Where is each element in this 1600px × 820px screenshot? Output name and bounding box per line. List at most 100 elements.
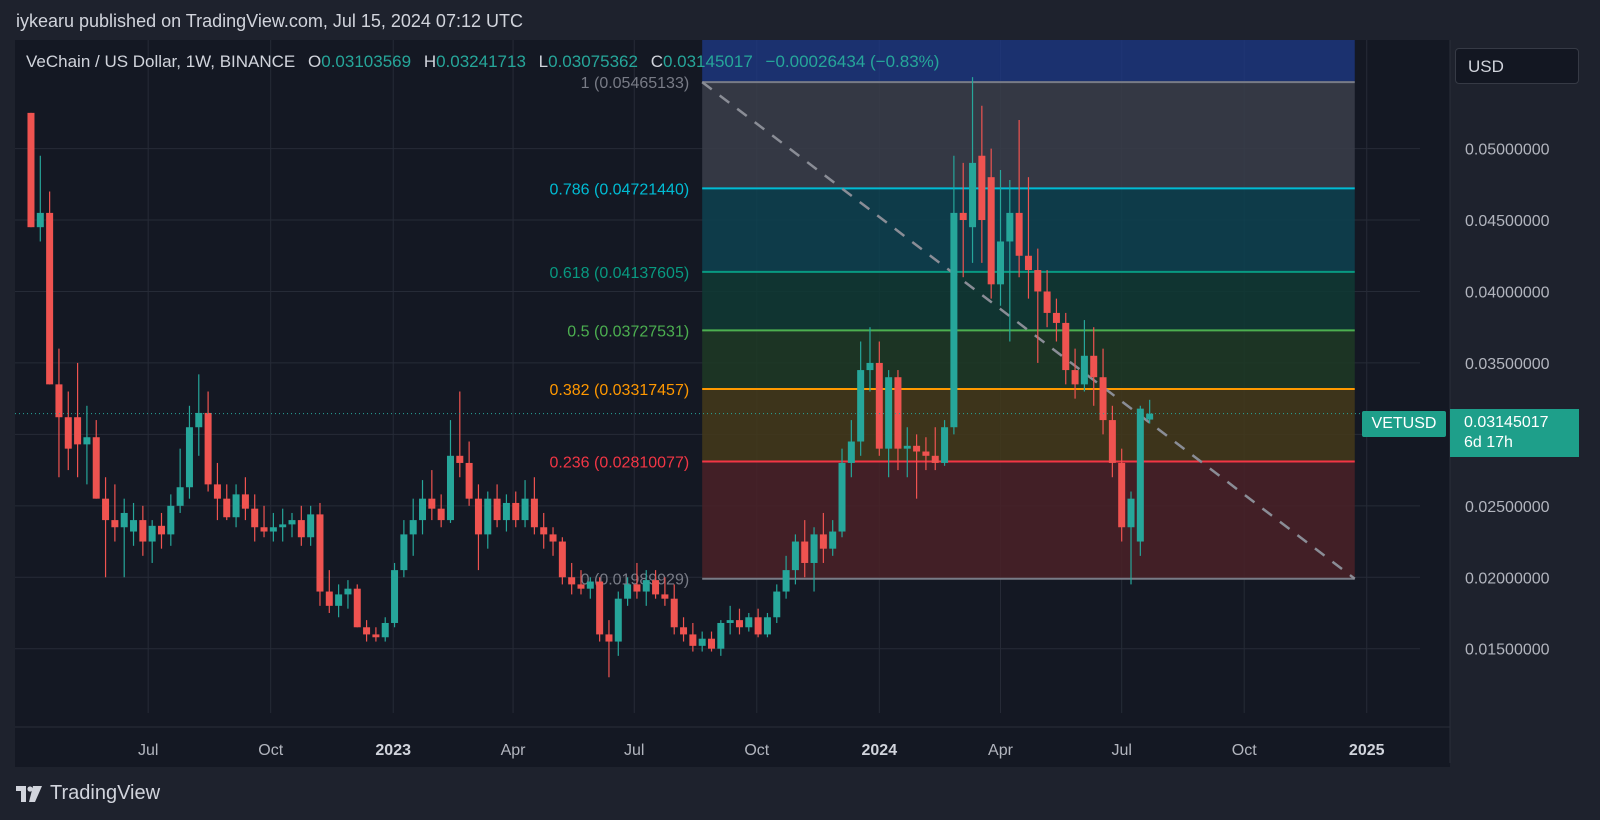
candle [605, 620, 613, 678]
candle-body [987, 177, 995, 285]
candle [1034, 248, 1042, 363]
candle-body [120, 512, 128, 528]
candle [419, 480, 427, 535]
currency-button[interactable]: USD [1455, 48, 1579, 84]
candle-body [521, 498, 529, 521]
candle [400, 520, 408, 578]
time-tick-label: Apr [501, 742, 527, 759]
candle [74, 362, 82, 478]
fib-band [702, 461, 1355, 579]
candle-body [269, 527, 277, 532]
candle-body [102, 498, 110, 521]
candle-body [74, 417, 82, 445]
candle-body [456, 455, 464, 463]
fib-level-label: 0.382 (0.03317457) [550, 382, 690, 399]
candle-body [204, 412, 212, 485]
candle-body [829, 531, 837, 549]
candle-body [363, 627, 371, 635]
candle-body [223, 498, 231, 518]
tradingview-logo[interactable]: TradingView [16, 782, 160, 805]
candle-body [419, 498, 427, 521]
candle [614, 591, 622, 656]
candle [92, 420, 100, 499]
candle-body [27, 112, 35, 228]
candle-body [941, 427, 949, 463]
candle-body [717, 622, 725, 649]
candle [829, 520, 837, 556]
candle-body [1136, 408, 1144, 542]
candle [941, 420, 949, 466]
candle [279, 508, 287, 542]
price-tick-label: 0.04000000 [1465, 284, 1550, 301]
candle [195, 374, 203, 456]
candle-body [316, 514, 324, 592]
candle [335, 584, 343, 618]
candle [680, 617, 688, 642]
candle [1146, 399, 1154, 424]
candle [297, 505, 305, 546]
candle [409, 498, 417, 556]
candle [978, 105, 986, 263]
candle-body [549, 534, 557, 542]
candle [596, 577, 604, 642]
candle [885, 370, 893, 478]
candle [484, 491, 492, 549]
candle-body [279, 524, 287, 528]
candle-body [540, 527, 548, 535]
candle-body [577, 584, 585, 589]
open-value: 0.03103569 [321, 52, 412, 71]
candle-body [530, 498, 538, 528]
fib-level-label: 0.618 (0.04137605) [550, 265, 690, 282]
candle [754, 608, 762, 638]
candle [64, 391, 72, 471]
candle [773, 584, 781, 623]
candle [428, 470, 436, 521]
candle-body [381, 622, 389, 638]
candle-body [782, 570, 790, 592]
candle [139, 505, 147, 556]
candle [1080, 320, 1088, 392]
candle [838, 448, 846, 538]
candle-body [157, 525, 165, 535]
candle [1052, 298, 1060, 342]
candle [83, 405, 91, 485]
time-tick-label: 2025 [1349, 742, 1385, 759]
candle-body [931, 455, 939, 463]
fib-bands [702, 40, 1355, 579]
candle-body [875, 362, 883, 449]
time-tick-label: Jul [138, 742, 158, 759]
time-tick-label: Jul [1111, 742, 1131, 759]
candle [344, 580, 352, 609]
price-tick-label: 0.02500000 [1465, 499, 1550, 516]
brand-name: TradingView [50, 782, 161, 804]
candle [996, 170, 1004, 306]
candle [540, 512, 548, 549]
candle-body [866, 362, 874, 371]
candle-body [791, 541, 799, 571]
candle-body [1062, 322, 1070, 371]
candle [512, 491, 520, 528]
candle [950, 155, 958, 435]
candle [875, 341, 883, 456]
candle-body [661, 594, 669, 599]
close-value: 0.03145017 [662, 52, 753, 71]
candle [176, 448, 184, 513]
candle [549, 527, 557, 556]
low-label: L [538, 52, 549, 71]
candle-body [372, 634, 380, 638]
candle [204, 391, 212, 492]
candle-body [46, 212, 54, 385]
candle-body [148, 525, 156, 542]
candle [381, 617, 389, 642]
candle [931, 427, 939, 471]
candle-body [708, 638, 716, 649]
candle [819, 512, 827, 563]
candle [55, 348, 63, 478]
candle-body [1118, 462, 1126, 528]
candle [27, 112, 35, 228]
candle-body [512, 502, 520, 521]
candle-body [409, 520, 417, 535]
candle-body [1024, 255, 1032, 271]
candle-body [446, 455, 454, 521]
